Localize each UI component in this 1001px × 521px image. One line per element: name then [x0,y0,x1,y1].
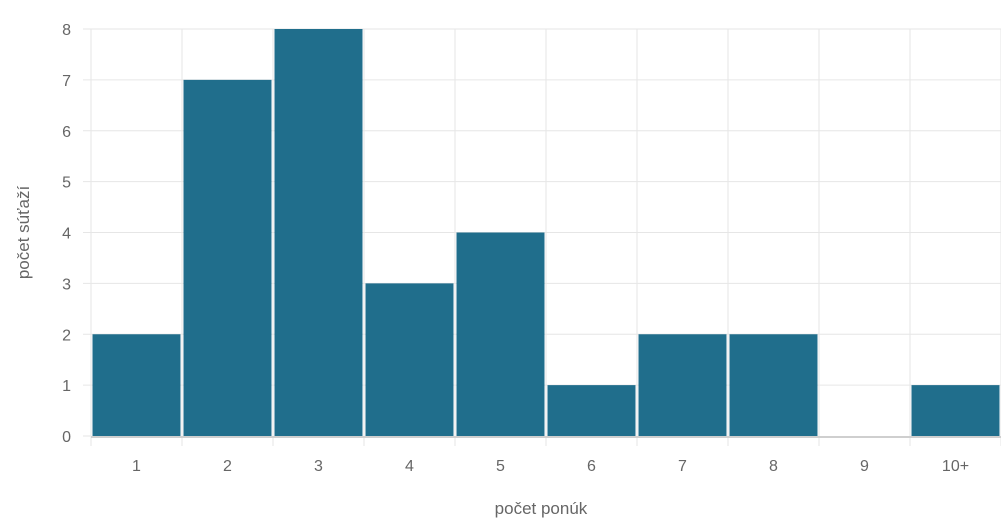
x-tick-label: 10+ [942,458,969,475]
y-tick-label: 8 [62,22,71,39]
y-tick-label: 5 [62,175,71,192]
y-tick-label: 7 [62,73,71,90]
x-tick-label: 5 [496,458,505,475]
bar[interactable] [547,385,636,436]
x-tick-label: 1 [132,458,141,475]
x-tick-label: 8 [769,458,778,475]
bar[interactable] [729,334,818,436]
x-axis-title: počet ponúk [495,499,588,518]
y-tick-label: 1 [62,378,71,395]
bars-layer [92,29,1000,437]
bar[interactable] [183,79,272,436]
labels-layer: počet súťaží počet ponúk 0 1 2 3 4 5 6 7 8 1 2 3 4 5 6… [14,22,969,518]
y-tick-label: 3 [62,276,71,293]
y-tick-label: 2 [62,327,71,344]
y-axis-title: počet súťaží [14,186,33,280]
y-tick-label: 6 [62,124,71,141]
bar[interactable] [365,283,454,436]
y-tick-label: 4 [62,226,71,243]
y-tick-label: 0 [62,429,71,446]
bar[interactable] [456,232,545,437]
bar[interactable] [274,29,363,436]
x-tick-label: 6 [587,458,596,475]
x-tick-label: 7 [678,458,687,475]
x-tick-label: 9 [860,458,869,475]
x-tick-label: 4 [405,458,414,475]
bar[interactable] [92,334,181,436]
bar[interactable] [911,385,1000,436]
x-tick-label: 3 [314,458,323,475]
x-tick-label: 2 [223,458,232,475]
bar[interactable] [638,334,727,436]
